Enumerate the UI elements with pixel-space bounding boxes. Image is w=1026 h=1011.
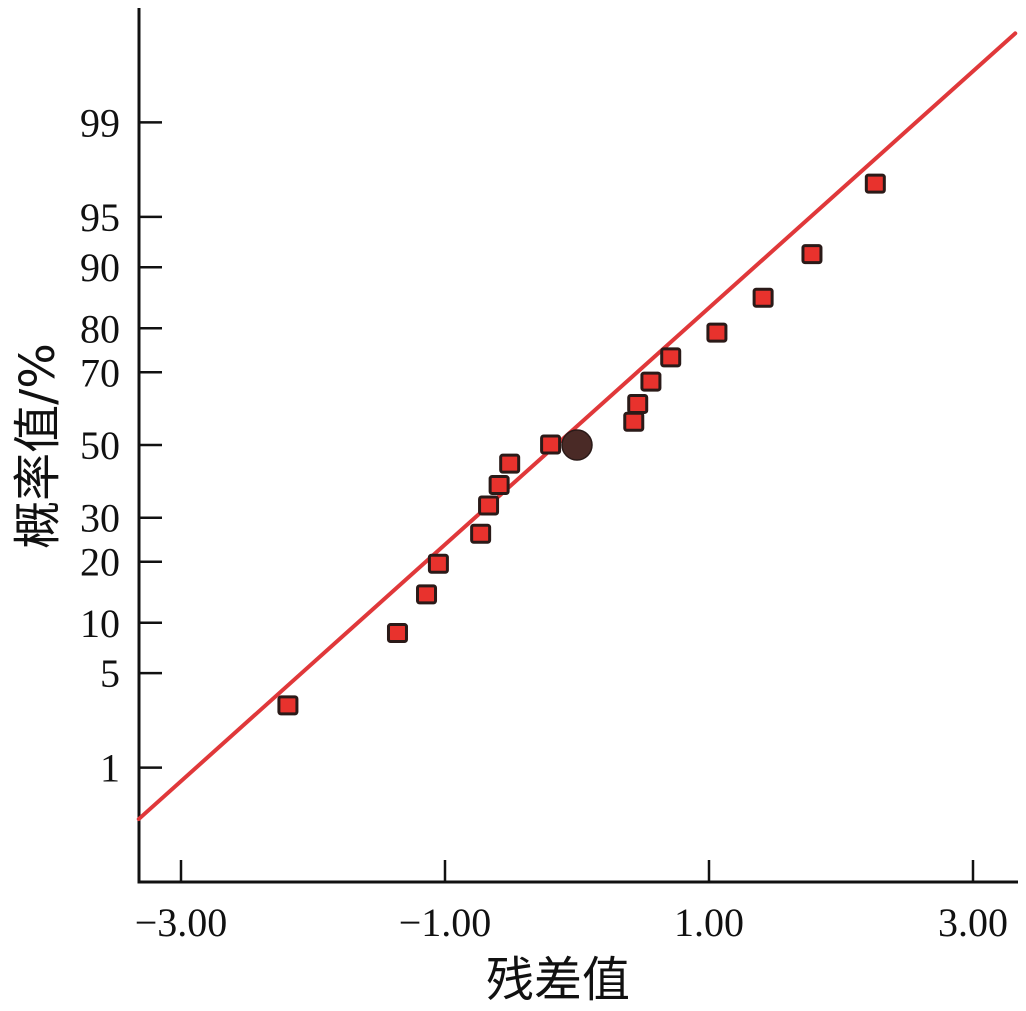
y-tick-label: 70: [80, 350, 120, 395]
data-point: [640, 371, 662, 392]
axes-layer: [137, 8, 1018, 884]
x-tick-label: −1.00: [399, 900, 492, 945]
data-point: [752, 287, 774, 308]
x-axis-title: 残差值: [486, 952, 630, 1008]
y-tick-label: 20: [80, 540, 120, 585]
data-point: [801, 244, 823, 265]
fit-line-layer: [136, 31, 1018, 822]
x-tick-label: −3.00: [135, 900, 228, 945]
y-tick-label: 50: [80, 423, 120, 468]
data-point: [478, 495, 500, 516]
x-tick-label: 3.00: [938, 900, 1008, 945]
y-tick-label: 5: [100, 651, 120, 696]
y-tick-label: 80: [80, 306, 120, 351]
data-point: [427, 553, 449, 574]
data-point: [470, 523, 492, 544]
data-point: [416, 584, 438, 605]
data-point: [660, 347, 682, 368]
fit-line: [136, 31, 1018, 822]
x-tick-label: 1.00: [674, 900, 744, 945]
y-axis-title: 概率值/%: [10, 343, 66, 549]
data-point: [386, 623, 408, 644]
points-layer: [277, 173, 886, 716]
y-tick-label: 10: [80, 601, 120, 646]
center-point: [561, 429, 593, 461]
data-point: [623, 411, 645, 432]
data-point: [277, 695, 299, 716]
y-tick-label: 30: [80, 496, 120, 541]
data-point: [627, 393, 649, 414]
y-tick-label: 95: [80, 195, 120, 240]
data-point: [706, 322, 728, 343]
y-tick-label: 90: [80, 245, 120, 290]
data-point: [540, 434, 562, 455]
data-point: [499, 453, 521, 474]
data-point: [488, 475, 510, 496]
y-tick-label: 99: [80, 100, 120, 145]
data-point: [864, 173, 886, 194]
y-tick-label: 1: [100, 746, 120, 791]
